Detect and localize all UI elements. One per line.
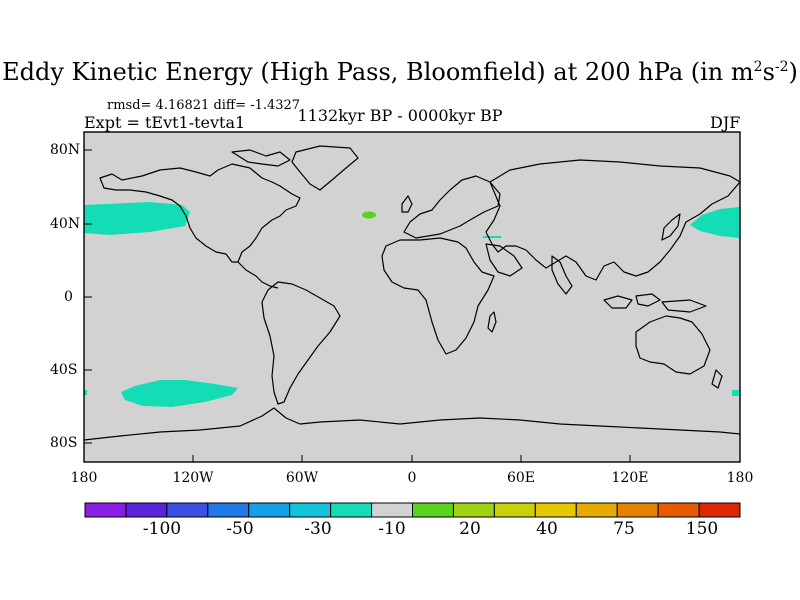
coastline-africa	[381, 237, 495, 355]
colorbar-label: 150	[685, 519, 719, 539]
axis-ticks	[84, 149, 631, 462]
colorbar-box	[698, 502, 741, 518]
lon-label-180e: 180	[726, 470, 754, 486]
lat-label-0: 0	[64, 289, 73, 305]
coastline-central-america	[237, 261, 279, 289]
colorbar-box	[330, 502, 373, 518]
colorbar-box	[452, 502, 495, 518]
coastline-arabia	[485, 243, 523, 277]
colorbar-box	[534, 502, 577, 518]
season-label: DJF	[710, 113, 741, 132]
anomaly-north-pacific-west	[690, 207, 740, 238]
lon-label-120e: 120E	[611, 470, 649, 486]
colorbar-label: -100	[142, 519, 182, 539]
colorbar-label: 20	[459, 519, 481, 539]
anomaly-dateline-west-sliver	[732, 390, 740, 396]
colorbar-box	[657, 502, 700, 518]
coastline-greenland	[291, 145, 359, 191]
lon-label-60e: 60E	[506, 470, 536, 486]
colorbar-box	[616, 502, 659, 518]
coastline-north-america	[99, 163, 301, 263]
period-label: 1132kyr BP - 0000kyr BP	[297, 106, 503, 125]
colorbar-box	[575, 502, 618, 518]
anomaly-layer	[84, 202, 740, 407]
colorbar-label: 75	[613, 519, 635, 539]
colorbar-box	[412, 502, 454, 518]
coastline-new-zealand	[711, 369, 723, 389]
lat-label-40n: 40N	[50, 216, 81, 232]
lon-label-0: 0	[407, 470, 417, 486]
colorbar-label: 40	[536, 519, 558, 539]
colorbar-box	[125, 502, 168, 518]
colorbar-label: -30	[304, 519, 332, 539]
anomaly-europe-streak	[483, 236, 501, 238]
lat-label-40s: 40S	[50, 362, 78, 378]
lon-label-180w: 180	[70, 470, 98, 486]
colorbar-box	[289, 502, 332, 518]
coastline-maritime-asia	[603, 293, 707, 313]
stats-text: rmsd= 4.16821 diff= -1.4327	[107, 98, 301, 113]
coastline-japan	[661, 213, 681, 241]
coastline-arctic-islands	[231, 149, 291, 167]
plot-title: Eddy Kinetic Energy (High Pass, Bloomfie…	[2, 58, 798, 86]
colorbar-box	[371, 502, 413, 518]
colorbar	[84, 502, 741, 518]
coastline-south-america	[261, 281, 341, 405]
experiment-label: Expt = tEvt1-tevta1	[84, 113, 246, 132]
lon-label-120w: 120W	[172, 470, 214, 486]
coastline-australia	[635, 315, 711, 375]
colorbar-box	[84, 502, 127, 518]
anomaly-north-atlantic-spot	[362, 211, 376, 219]
coastline-madagascar	[487, 311, 497, 333]
anomaly-south-pacific	[121, 380, 238, 407]
colorbar-box	[248, 502, 291, 518]
colorbar-box	[493, 502, 536, 518]
anomaly-dateline-east-sliver	[84, 390, 87, 395]
coastline-europe	[403, 175, 501, 239]
coastline-asia	[485, 159, 741, 281]
colorbar-box	[166, 502, 209, 518]
map-background	[84, 132, 740, 462]
anomaly-north-pacific-east	[84, 202, 190, 235]
lat-label-80s: 80S	[50, 435, 78, 451]
lon-label-60w: 60W	[285, 470, 319, 486]
coastline-british-isles	[401, 195, 413, 213]
colorbar-box	[207, 502, 250, 518]
colorbar-label: -50	[226, 519, 254, 539]
colorbar-label: -10	[378, 519, 406, 539]
coastline-antarctica	[83, 407, 741, 441]
coastline-india	[551, 255, 573, 295]
coastlines	[83, 145, 741, 441]
lat-label-80n: 80N	[50, 142, 81, 158]
